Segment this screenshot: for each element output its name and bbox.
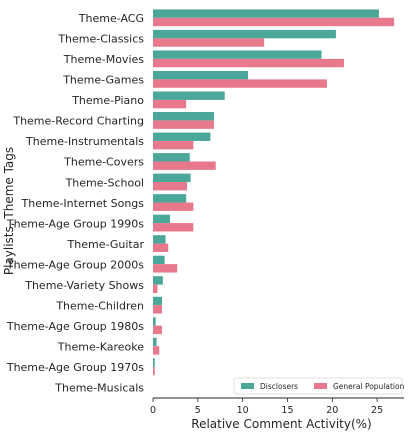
y-tick-label: Theme-Age Group 1970s [6, 361, 144, 374]
bar-disclosers-2 [153, 50, 322, 59]
y-tick-label: Theme-Musicals [54, 382, 144, 395]
bar-disclosers-0 [153, 9, 379, 18]
y-axis-title: Playlists, Theme Tags [2, 147, 16, 275]
x-tick-label: 20 [326, 405, 338, 416]
bar-disclosers-10 [153, 214, 171, 224]
bar-general-population-10 [153, 223, 194, 232]
bar-disclosers-1 [153, 29, 336, 39]
bar-general-population-17 [153, 366, 155, 376]
bar-disclosers-15 [153, 317, 156, 326]
bar-disclosers-8 [153, 173, 191, 183]
bar-general-population-6 [153, 140, 194, 150]
y-tick-label: Theme-School [65, 176, 144, 189]
legend-swatch-disclosers [241, 383, 254, 389]
bar-general-population-2 [153, 58, 344, 68]
bar-general-population-11 [153, 243, 169, 252]
y-tick-label: Theme-Age Group 2000s [6, 258, 144, 271]
bar-general-population-16 [153, 346, 160, 355]
y-tick-label: Theme-Kareoke [57, 340, 144, 353]
x-tick-label: 15 [281, 405, 293, 416]
y-tick-label: Theme-Internet Songs [21, 197, 145, 210]
x-tick-label: 25 [371, 405, 383, 416]
x-tick-label: 10 [237, 405, 249, 416]
legend: Disclosers General Population [233, 377, 405, 395]
bar-general-population-0 [153, 17, 395, 27]
bar-disclosers-3 [153, 70, 249, 80]
bar-disclosers-5 [153, 112, 214, 121]
y-tick-label: Theme-Covers [63, 156, 144, 169]
bar-disclosers-9 [153, 194, 187, 203]
bar-general-population-5 [153, 120, 214, 129]
y-tick-label: Theme-ACG [78, 12, 144, 25]
y-tick-label: Theme-Children [55, 299, 144, 312]
bar-disclosers-16 [153, 337, 157, 347]
y-tick-label: Theme-Movies [63, 53, 144, 66]
bar-general-population-8 [153, 182, 188, 191]
bar-disclosers-17 [153, 358, 155, 367]
y-tick-label: Theme-Variety Shows [24, 279, 144, 292]
bar-disclosers-6 [153, 132, 211, 141]
bar-general-population-15 [153, 325, 162, 335]
bar-disclosers-12 [153, 255, 165, 265]
bar-disclosers-14 [153, 296, 162, 306]
x-axis-title: Relative Comment Activity(%) [191, 417, 371, 431]
bar-general-population-13 [153, 284, 158, 294]
y-tick-label: Theme-Record Charting [12, 115, 144, 128]
y-tick-label: Theme-Games [62, 74, 144, 87]
bar-disclosers-11 [153, 235, 166, 244]
x-tick-label: 0 [150, 405, 156, 416]
bar-general-population-3 [153, 79, 327, 88]
y-tick-label: Theme-Age Group 1980s [6, 320, 144, 333]
bar-disclosers-7 [153, 153, 190, 162]
bars-group [153, 9, 395, 376]
x-tick-label: 5 [195, 405, 201, 416]
y-tick-labels-group: Theme-ACG Theme-Classics Theme-Movies Theme… [6, 12, 145, 394]
bar-general-population-1 [153, 38, 265, 47]
y-tick-label: Theme-Classics [57, 33, 144, 46]
legend-label-general-population: General Population [333, 382, 405, 391]
y-tick-label: Theme-Instrumentals [25, 135, 144, 148]
bar-disclosers-13 [153, 276, 163, 285]
bar-general-population-14 [153, 305, 162, 314]
y-tick-label: Theme-Guitar [67, 238, 145, 251]
bar-general-population-9 [153, 202, 194, 211]
y-tick-label: Theme-Piano [71, 94, 144, 107]
legend-swatch-general-population [314, 383, 327, 389]
legend-label-disclosers: Disclosers [260, 382, 298, 391]
bar-disclosers-4 [153, 91, 225, 100]
x-ticks-group: 0 5 10 15 20 25 [150, 398, 383, 416]
bar-general-population-7 [153, 161, 216, 170]
y-tick-label: Theme-Age Group 1990s [6, 217, 144, 230]
bar-general-population-12 [153, 264, 178, 273]
bar-general-population-4 [153, 99, 187, 109]
